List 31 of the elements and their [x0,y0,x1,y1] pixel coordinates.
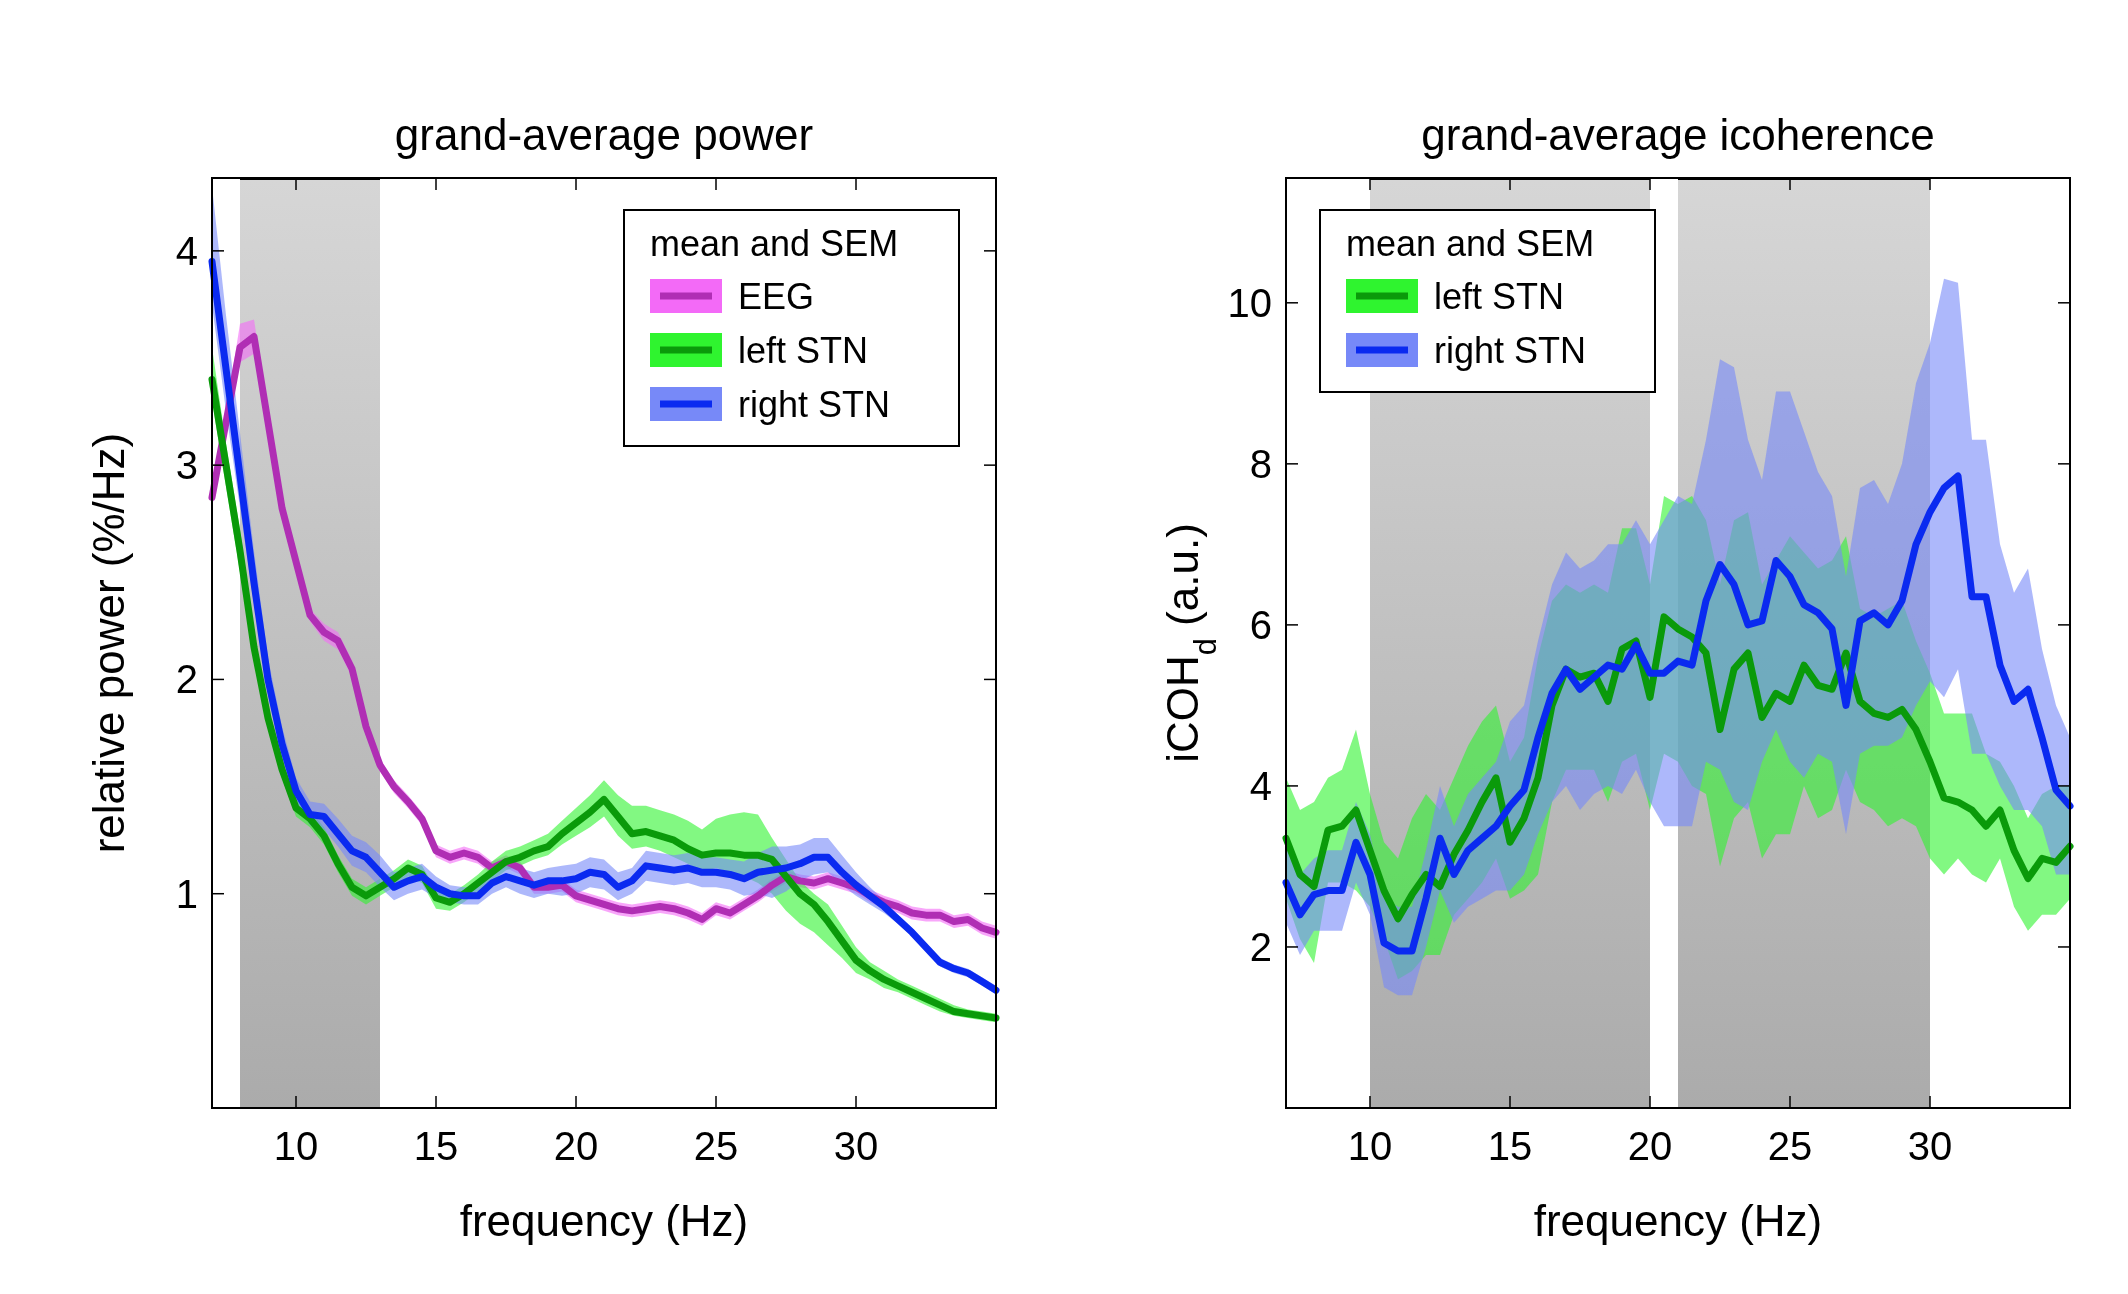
chart-title: grand-average icoherence [1421,110,1935,159]
y-tick-label: 3 [175,443,198,488]
legend-label: EEG [738,276,815,317]
x-tick-label: 20 [1627,1124,1673,1168]
y-tick-label: 4 [1249,763,1272,808]
x-tick-label: 25 [693,1124,739,1168]
chart-title: grand-average power [394,110,814,159]
legend-label: left STN [738,330,869,371]
x-tick-label: 30 [833,1124,879,1168]
x-tick-label: 20 [553,1124,599,1168]
legend-title: mean and SEM [1346,223,1595,264]
x-axis-title: frequency (Hz) [459,1196,749,1245]
y-tick-label: 4 [175,228,198,273]
x-tick-label: 10 [1347,1124,1393,1168]
y-tick-label: 10 [1227,280,1272,325]
x-tick-label: 25 [1767,1124,1813,1168]
y-axis-title: relative power (%/Hz) [84,432,133,854]
y-tick-label: 8 [1249,441,1272,486]
x-tick-label: 15 [1487,1124,1533,1168]
legend-label: left STN [1434,276,1565,317]
y-tick-label: 2 [175,657,198,702]
x-tick-label: 30 [1907,1124,1953,1168]
x-tick-label: 15 [413,1124,459,1168]
legend-label: right STN [738,384,891,425]
y-tick-label: 1 [175,871,198,916]
legend-title: mean and SEM [650,223,899,264]
y-tick-label: 6 [1249,602,1272,647]
legend-label: right STN [1434,330,1587,371]
y-tick-label: 2 [1249,924,1272,969]
x-tick-label: 10 [273,1124,319,1168]
x-axis-title: frequency (Hz) [1533,1196,1823,1245]
